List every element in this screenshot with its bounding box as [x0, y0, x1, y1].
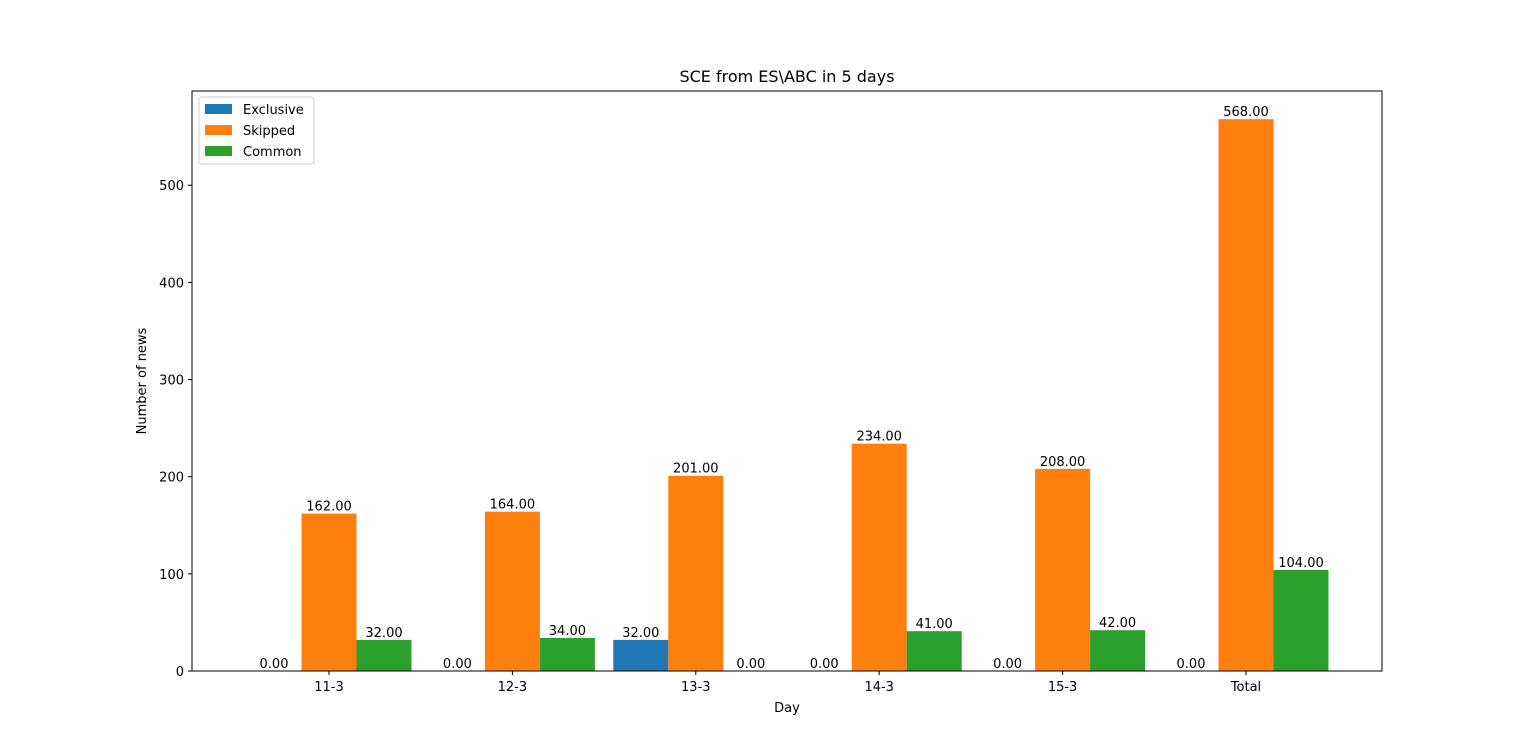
x-tick-label: 12-3 [498, 680, 528, 695]
plot-background [192, 91, 1382, 671]
x-tick-label: 15-3 [1048, 680, 1078, 695]
data-label-skipped-15-3: 208.00 [1040, 455, 1086, 470]
data-label-common-11-3: 32.00 [365, 626, 402, 641]
data-label-exclusive-13-3: 32.00 [622, 626, 659, 641]
y-tick-label: 300 [159, 374, 184, 389]
bar-skipped-total [1218, 119, 1274, 672]
legend-swatch-skipped [205, 125, 232, 135]
legend-swatch-exclusive [205, 104, 232, 114]
legend: Exclusive Skipped Common [198, 96, 315, 165]
data-label-skipped-12-3: 164.00 [490, 498, 536, 513]
x-tick-label: 11-3 [314, 680, 344, 695]
legend-label-exclusive: Exclusive [243, 103, 304, 118]
bar-skipped-12-3 [484, 511, 540, 671]
x-axis-label: Day [774, 701, 800, 716]
plot-area: 0.00 162.00 32.00 0.00 164.00 34.00 32.00 201.0… [191, 90, 1383, 672]
data-label-exclusive-total: 0.00 [1177, 657, 1206, 672]
bars-layer [301, 119, 1329, 672]
x-tick-label: 13-3 [681, 680, 711, 695]
y-tick-label: 0 [176, 665, 184, 680]
y-axis: 0 100 200 300 400 500 [159, 179, 192, 680]
x-axis: 11-3 12-3 13-3 14-3 15-3 Total [314, 671, 1261, 695]
data-label-exclusive-12-3: 0.00 [443, 657, 472, 672]
data-label-exclusive-11-3: 0.00 [260, 657, 289, 672]
legend-label-skipped: Skipped [243, 124, 295, 139]
data-label-common-14-3: 41.00 [916, 617, 953, 632]
y-axis-label: Number of news [135, 327, 150, 434]
data-label-exclusive-15-3: 0.00 [993, 657, 1022, 672]
data-label-common-15-3: 42.00 [1099, 616, 1136, 631]
legend-label-common: Common [243, 145, 302, 160]
plot-frame [191, 90, 1383, 672]
y-tick-label: 500 [159, 179, 184, 194]
bar-common-11-3 [356, 639, 412, 671]
data-label-skipped-11-3: 162.00 [306, 500, 352, 515]
bar-skipped-14-3 [851, 443, 907, 671]
x-tick-label: Total [1230, 680, 1261, 695]
x-tick-label: 14-3 [864, 680, 894, 695]
bar-common-14-3 [906, 631, 962, 671]
data-label-skipped-13-3: 201.00 [673, 462, 719, 477]
bar-skipped-13-3 [668, 475, 724, 671]
bar-common-12-3 [539, 637, 595, 671]
y-tick-label: 400 [159, 276, 184, 291]
bar-skipped-11-3 [301, 513, 357, 671]
data-label-common-12-3: 34.00 [549, 624, 586, 639]
bar-common-total [1273, 569, 1329, 671]
chart-title: SCE from ES\ABC in 5 days [679, 67, 894, 86]
data-label-skipped-total: 568.00 [1223, 105, 1269, 120]
y-tick-label: 200 [159, 471, 184, 486]
y-tick-label: 100 [159, 568, 184, 583]
data-label-common-13-3: 0.00 [736, 657, 765, 672]
bar-exclusive-13-3 [613, 639, 669, 671]
legend-items: Exclusive Skipped Common [205, 103, 304, 160]
data-label-exclusive-14-3: 0.00 [810, 657, 839, 672]
bar-skipped-15-3 [1035, 468, 1091, 671]
data-label-common-total: 104.00 [1278, 556, 1324, 571]
bar-common-15-3 [1090, 630, 1146, 671]
data-labels-layer: 0.00 162.00 32.00 0.00 164.00 34.00 32.00 201.0… [260, 105, 1324, 672]
data-label-skipped-14-3: 234.00 [856, 430, 902, 445]
legend-swatch-common [205, 146, 232, 156]
